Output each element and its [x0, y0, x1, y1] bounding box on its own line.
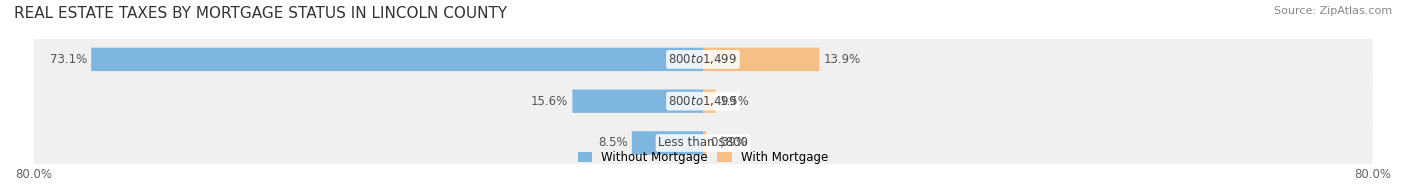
FancyBboxPatch shape	[703, 90, 716, 113]
FancyBboxPatch shape	[91, 48, 703, 71]
FancyBboxPatch shape	[34, 122, 1372, 164]
Text: 0.39%: 0.39%	[710, 136, 748, 149]
FancyBboxPatch shape	[572, 90, 703, 113]
FancyBboxPatch shape	[703, 131, 706, 155]
Text: 8.5%: 8.5%	[598, 136, 627, 149]
FancyBboxPatch shape	[34, 80, 1372, 122]
FancyBboxPatch shape	[34, 38, 1372, 81]
Text: REAL ESTATE TAXES BY MORTGAGE STATUS IN LINCOLN COUNTY: REAL ESTATE TAXES BY MORTGAGE STATUS IN …	[14, 6, 508, 21]
Text: Source: ZipAtlas.com: Source: ZipAtlas.com	[1274, 6, 1392, 16]
Text: Less than $800: Less than $800	[658, 136, 748, 149]
Text: $800 to $1,499: $800 to $1,499	[668, 52, 738, 66]
FancyBboxPatch shape	[703, 48, 820, 71]
Text: 73.1%: 73.1%	[49, 53, 87, 66]
FancyBboxPatch shape	[631, 131, 703, 155]
Legend: Without Mortgage, With Mortgage: Without Mortgage, With Mortgage	[578, 151, 828, 164]
Text: $800 to $1,499: $800 to $1,499	[668, 94, 738, 108]
Text: 15.6%: 15.6%	[531, 95, 568, 108]
Text: 1.5%: 1.5%	[720, 95, 749, 108]
Text: 13.9%: 13.9%	[824, 53, 860, 66]
